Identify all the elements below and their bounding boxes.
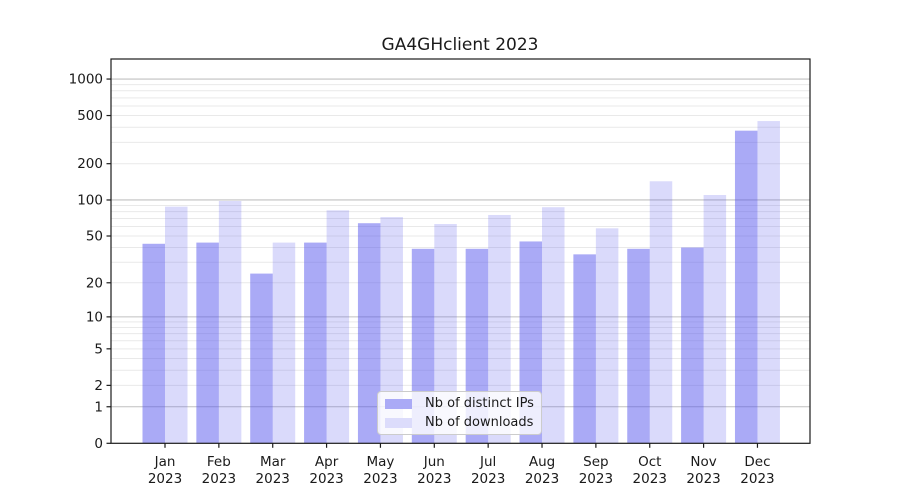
bar-distinct-ips-dec bbox=[734, 130, 758, 444]
x-tick-label-year: 2023 bbox=[363, 471, 397, 487]
x-tick-label-month: May bbox=[366, 454, 394, 470]
y-tick-label: 10 bbox=[86, 309, 103, 325]
x-tick-label-month: Mar bbox=[260, 454, 286, 470]
y-tick-label: 20 bbox=[86, 275, 103, 291]
y-tick-label: 100 bbox=[77, 192, 103, 208]
bar-downloads-may bbox=[380, 217, 403, 444]
x-tick-label-year: 2023 bbox=[309, 471, 343, 487]
bar-distinct-ips-may bbox=[357, 223, 381, 444]
legend-swatch-distinct-ips bbox=[385, 398, 412, 409]
y-tick-label: 0 bbox=[94, 436, 103, 452]
x-tick-label-month: Jan bbox=[154, 454, 176, 470]
bar-downloads-mar bbox=[272, 242, 296, 444]
plot-border bbox=[110, 58, 811, 444]
bar-distinct-ips-mar bbox=[250, 273, 273, 444]
x-tick-label-month: Jun bbox=[423, 454, 445, 470]
y-tick-label: 50 bbox=[86, 229, 103, 245]
bar-downloads-dec bbox=[757, 121, 780, 444]
y-tick-label: 1 bbox=[94, 399, 103, 415]
x-tick-label-month: Feb bbox=[207, 454, 231, 470]
bar-downloads-feb bbox=[218, 201, 242, 444]
legend-label-downloads: Nb of downloads bbox=[425, 415, 534, 430]
x-tick-label-year: 2023 bbox=[525, 471, 559, 487]
x-tick-label-month: Oct bbox=[638, 454, 661, 470]
x-tick-label-year: 2023 bbox=[148, 471, 182, 487]
legend: Nb of distinct IPs Nb of downloads bbox=[377, 391, 542, 435]
x-tick-label-month: Nov bbox=[690, 454, 716, 470]
x-tick-label-year: 2023 bbox=[256, 471, 290, 487]
x-tick-label-year: 2023 bbox=[633, 471, 667, 487]
x-tick-label-year: 2023 bbox=[202, 471, 236, 487]
legend-row-downloads: Nb of downloads bbox=[385, 415, 535, 430]
legend-row-distinct-ips: Nb of distinct IPs bbox=[385, 396, 535, 411]
legend-label-distinct-ips: Nb of distinct IPs bbox=[425, 396, 534, 411]
x-tick-label-year: 2023 bbox=[471, 471, 505, 487]
bar-downloads-aug bbox=[542, 207, 565, 444]
x-tick-label-month: Sep bbox=[583, 454, 608, 470]
x-tick-label-month: Jul bbox=[479, 454, 496, 470]
bar-distinct-ips-oct bbox=[627, 248, 650, 444]
bar-downloads-jan bbox=[165, 206, 188, 444]
legend-swatch-downloads bbox=[385, 417, 412, 428]
bar-downloads-jun bbox=[434, 224, 457, 444]
y-tick-label: 200 bbox=[77, 156, 103, 172]
y-tick-label: 500 bbox=[77, 108, 103, 124]
x-tick-label-year: 2023 bbox=[579, 471, 613, 487]
bar-distinct-ips-feb bbox=[196, 242, 219, 444]
bar-distinct-ips-jan bbox=[142, 243, 165, 444]
bar-distinct-ips-apr bbox=[304, 242, 327, 444]
bar-distinct-ips-nov bbox=[681, 247, 704, 444]
y-tick-label: 5 bbox=[94, 341, 103, 357]
y-tick-label: 2 bbox=[94, 378, 103, 394]
bar-downloads-jul bbox=[488, 214, 511, 444]
bar-downloads-oct bbox=[649, 181, 673, 444]
bar-downloads-sep bbox=[595, 228, 619, 444]
bar-distinct-ips-sep bbox=[573, 254, 596, 444]
chart-title: GA4GHclient 2023 bbox=[382, 35, 539, 55]
bar-downloads-apr bbox=[326, 210, 350, 444]
x-tick-label-month: Apr bbox=[315, 454, 339, 470]
x-tick-label-month: Aug bbox=[529, 454, 555, 470]
y-tick-label: 1000 bbox=[69, 72, 103, 88]
bar-downloads-nov bbox=[703, 194, 727, 444]
x-tick-label-month: Dec bbox=[744, 454, 770, 470]
x-tick-label-year: 2023 bbox=[417, 471, 451, 487]
x-tick-label-year: 2023 bbox=[740, 471, 774, 487]
x-tick-label-year: 2023 bbox=[686, 471, 720, 487]
